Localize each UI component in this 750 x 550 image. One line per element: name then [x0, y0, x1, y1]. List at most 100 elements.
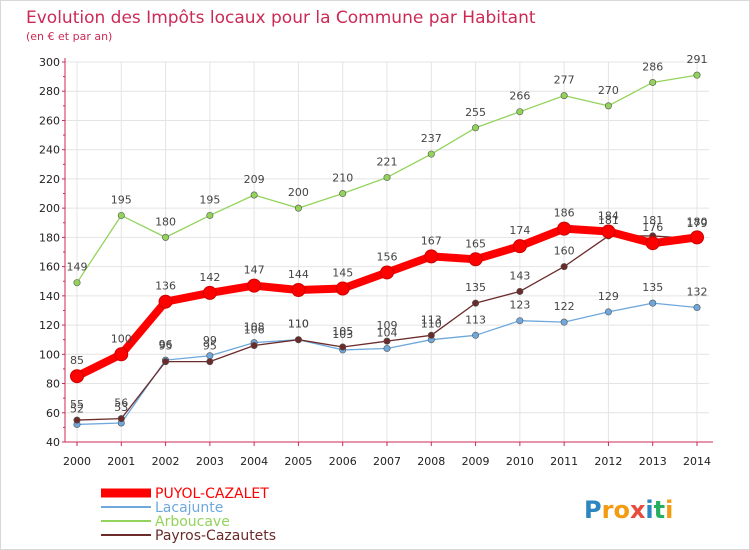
data-label: 109 — [377, 319, 398, 332]
y-tick-label: 40 — [46, 436, 60, 449]
data-label: 106 — [244, 324, 265, 337]
data-label: 165 — [465, 237, 486, 250]
data-label: 135 — [465, 281, 486, 294]
data-label: 181 — [598, 214, 619, 227]
data-point — [162, 358, 170, 366]
y-tick-label: 60 — [46, 407, 60, 420]
x-tick-label: 2000 — [63, 455, 91, 468]
y-tick-label: 180 — [39, 231, 60, 244]
data-label: 105 — [332, 325, 353, 338]
data-label: 174 — [509, 224, 530, 237]
data-point — [70, 369, 84, 384]
data-point — [516, 287, 524, 295]
data-point — [117, 415, 125, 423]
chart-title: Evolution des Impôts locaux pour la Comm… — [26, 8, 536, 28]
data-label: 209 — [244, 173, 265, 186]
data-point — [512, 239, 527, 254]
data-point — [206, 352, 214, 360]
data-point — [250, 191, 258, 199]
x-tick-label: 2014 — [683, 455, 711, 468]
data-point — [117, 211, 125, 219]
data-label: 277 — [554, 74, 575, 87]
data-point — [427, 150, 435, 158]
logo-letter: o — [613, 496, 630, 524]
data-point — [557, 221, 572, 236]
data-label: 136 — [155, 280, 176, 293]
data-label: 143 — [509, 269, 530, 282]
data-label: 129 — [598, 290, 619, 303]
data-label: 53 — [114, 401, 128, 414]
x-tick-label: 2013 — [639, 455, 667, 468]
data-point — [291, 283, 306, 297]
data-label: 85 — [70, 354, 84, 367]
x-tick-label: 2012 — [594, 455, 622, 468]
data-label: 144 — [288, 268, 309, 281]
data-label: 286 — [642, 60, 663, 73]
data-label: 221 — [377, 155, 398, 168]
data-label: 266 — [509, 90, 530, 103]
data-label: 113 — [421, 313, 442, 326]
data-point — [472, 124, 480, 132]
data-label: 180 — [687, 215, 708, 228]
logo-letter: i — [665, 496, 673, 524]
data-point — [604, 308, 612, 316]
y-tick-label: 240 — [39, 144, 60, 157]
data-point — [383, 344, 391, 352]
data-point — [380, 265, 394, 280]
logo-letter: r — [602, 496, 614, 524]
data-point — [601, 224, 616, 239]
data-point — [424, 249, 439, 264]
data-label: 210 — [332, 172, 353, 185]
chart-subtitle: (en € et par an) — [26, 30, 112, 43]
data-point — [472, 331, 480, 339]
y-tick-label: 120 — [39, 319, 60, 332]
data-point — [560, 92, 568, 100]
x-tick-label: 2006 — [329, 455, 357, 468]
data-label: 95 — [159, 340, 173, 353]
data-point — [516, 108, 524, 116]
data-point — [206, 358, 214, 366]
data-label: 270 — [598, 84, 619, 97]
data-label: 103 — [332, 328, 353, 341]
data-point — [73, 416, 81, 424]
proxiti-logo: Proxiti — [584, 496, 673, 524]
legend: PUYOL-CAZALETLacajunteArboucavePayros-Ca… — [101, 486, 276, 544]
data-label: 200 — [288, 186, 309, 199]
logo-letter: i — [645, 496, 653, 524]
data-labels: 149 195 180 195 209 200 210 221 237 255 266 277 270 2… — [67, 53, 708, 415]
y-tick-label: 280 — [39, 85, 60, 98]
data-label: 110 — [421, 318, 442, 331]
data-point — [560, 318, 568, 326]
data-point — [206, 211, 214, 219]
data-label: 156 — [377, 250, 398, 263]
data-label: 291 — [687, 53, 708, 66]
legend-label: PUYOL-CAZALET — [155, 486, 269, 502]
data-label: 179 — [687, 217, 708, 230]
y-tick-label: 160 — [39, 261, 60, 274]
data-label: 108 — [244, 321, 265, 334]
data-label: 184 — [598, 210, 619, 223]
data-label: 149 — [67, 261, 88, 274]
series — [70, 71, 704, 428]
data-point — [468, 252, 483, 267]
data-point — [294, 204, 302, 212]
data-label: 237 — [421, 132, 442, 145]
data-point — [335, 281, 350, 296]
data-point — [339, 343, 347, 351]
data-label: 122 — [554, 300, 575, 313]
x-tick-label: 2009 — [462, 455, 490, 468]
data-point — [649, 78, 657, 86]
legend-label: Payros-Cazautets — [155, 528, 276, 544]
data-label: 100 — [111, 332, 132, 345]
data-label: 95 — [203, 340, 217, 353]
data-label: 113 — [465, 313, 486, 326]
data-point — [645, 236, 660, 251]
y-tick-label: 300 — [39, 56, 60, 69]
data-point — [690, 230, 704, 245]
data-label: 255 — [465, 106, 486, 119]
data-point — [73, 279, 81, 287]
data-label: 99 — [203, 334, 217, 347]
data-label: 110 — [288, 318, 309, 331]
data-label: 135 — [642, 281, 663, 294]
y-tick-label: 260 — [39, 114, 60, 127]
